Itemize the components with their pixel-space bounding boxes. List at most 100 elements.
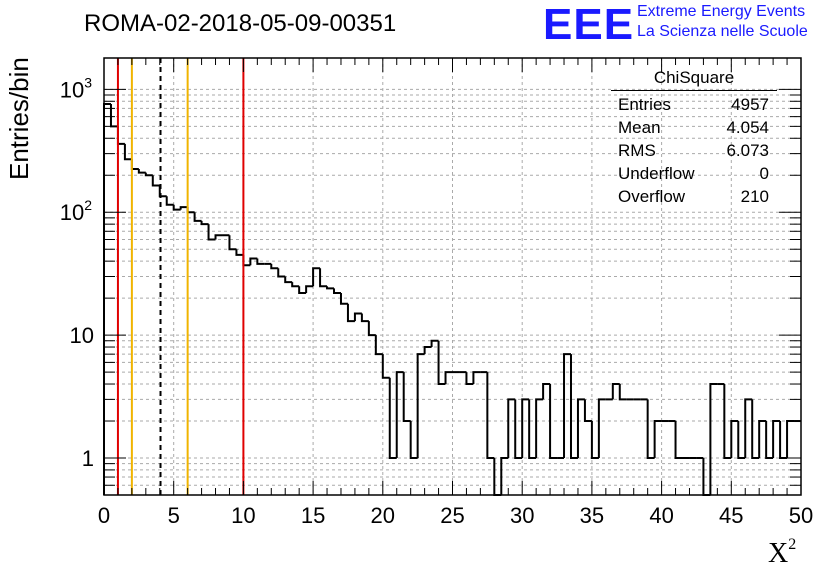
histogram-bin [402,372,411,423]
histogram-bin [207,224,216,241]
y-tick-label: 1 [82,446,94,471]
stats-row-rms: RMS 6.073 [611,139,777,162]
histogram-bin [744,398,753,459]
histogram-bin [214,234,223,240]
histogram-bin [751,399,760,460]
histogram-bin [172,204,181,211]
histogram-bin [151,175,160,187]
stats-title: ChiSquare [611,68,777,91]
logo-subtitle-line1: Extreme Energy Events [637,3,806,20]
histogram-bin [123,143,132,161]
histogram-bin [116,126,125,145]
histogram-bin [583,399,592,423]
histogram-bin [437,340,446,386]
x-tick-label: 0 [98,503,110,528]
x-tick-label: 5 [168,503,180,528]
histogram-bin [549,384,558,460]
chart-title: ROMA-02-2018-05-09-00351 [84,10,397,37]
histogram-series [103,103,801,496]
stats-row-underflow: Underflow 0 [611,162,777,185]
histogram-bin [346,303,355,323]
histogram-bin [576,398,585,459]
histogram-bin [298,286,307,295]
histogram-bin [109,104,118,128]
stats-row-entries: Entries 4957 [611,93,777,116]
histogram-bin [779,421,788,460]
histogram-bin [758,420,767,459]
histogram-bin [472,371,481,385]
y-tick-label: 103 [60,74,92,102]
reference-lines [116,58,245,495]
stats-value: 4.054 [726,118,769,137]
axis-ticks [103,58,802,496]
x-tick-label: 30 [510,503,534,528]
histogram-bin [395,371,404,459]
histogram-bin [353,312,362,322]
histogram-bin [130,159,139,170]
x-tick-label: 40 [649,503,673,528]
histogram-bin [256,258,265,265]
histogram-bin [179,206,188,210]
stats-value: 210 [740,187,769,206]
x-tick-label: 10 [231,503,255,528]
histogram-bin [507,398,516,459]
histogram-bin [388,377,397,460]
histogram-bin [312,267,321,287]
stats-row-mean: Mean 4.054 [611,116,777,139]
histogram-bin [374,335,383,356]
histogram-bin [618,384,627,401]
histogram-bin [611,383,620,400]
histogram-bin [305,285,314,294]
histogram-bin [339,293,348,305]
stats-label: Mean [618,118,661,137]
histogram-bin [144,172,153,177]
stats-value: 6.073 [726,141,769,160]
histogram-bin [772,420,781,459]
stats-value: 4957 [731,95,769,114]
histogram-bin [165,196,174,206]
histogram-bin [521,398,530,459]
histogram-bin [326,286,335,290]
y-axis-label: Entries/bin [4,57,34,180]
histogram-bin [465,372,474,386]
histogram-bin [270,263,279,270]
y-tick-label: 10 [70,323,94,348]
histogram-bin [514,399,523,460]
x-tick-label: 45 [719,503,743,528]
x-axis-label-exponent: 2 [788,536,797,553]
histogram-bin [409,421,418,460]
y-tick-label: 102 [60,197,92,225]
histogram-bin [528,399,537,460]
histogram-bin [430,339,439,348]
histogram-bin [277,268,286,278]
histogram-bin [193,212,202,222]
histogram-bin [723,384,732,460]
histogram-bin [423,346,432,355]
x-tick-label: 20 [371,503,395,528]
histogram-bin [709,383,718,495]
x-axis-label-base: X [768,538,789,569]
x-tick-label: 15 [301,503,325,528]
stats-value: 0 [759,164,769,183]
histogram-bin [786,420,795,459]
axis-tick-labels: 0 5 10 15 20 25 30 35 40 45 50 1 10 102 103 [60,74,814,528]
histogram-bin [730,420,739,459]
histogram-bin [235,249,244,256]
stats-label: Overflow [618,187,686,206]
histogram-bin [416,353,425,459]
histogram-bin [319,268,328,288]
histogram-bin [228,235,237,251]
histogram-bin [360,313,369,323]
histogram-bin [542,383,551,400]
histogram-bin [249,257,258,266]
histogram-bin [367,321,376,337]
stats-label: Entries [618,95,671,114]
histogram-bin [242,254,251,267]
grid-lines [104,58,801,495]
histogram-bin [737,421,746,460]
histogram-bin [590,421,599,460]
histogram-bin [569,354,578,460]
histogram-bin [137,168,146,174]
stats-row-overflow: Overflow 210 [611,185,777,208]
